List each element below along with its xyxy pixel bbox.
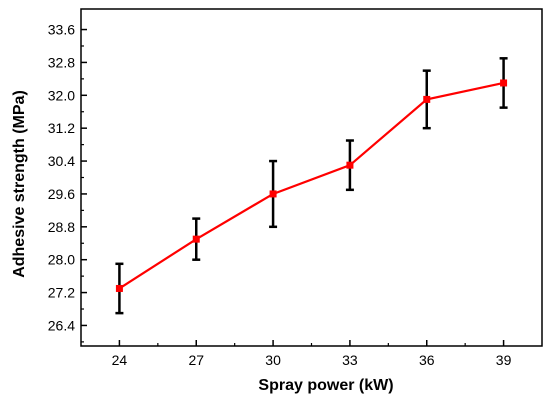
x-tick-label: 24 (112, 352, 128, 368)
y-tick-label: 33.6 (48, 22, 75, 38)
x-tick-label: 30 (265, 352, 281, 368)
data-point (192, 235, 200, 243)
plot-frame (80, 8, 543, 347)
y-tick-label: 28.8 (48, 219, 75, 235)
data-point (346, 161, 354, 169)
x-tick-label: 27 (188, 352, 204, 368)
data-point (500, 79, 508, 87)
y-tick-label: 32.0 (48, 87, 75, 103)
data-point (269, 190, 277, 198)
y-tick-label: 30.4 (48, 153, 75, 169)
series-group (115, 57, 508, 315)
y-tick-label: 29.6 (48, 186, 75, 202)
y-tick-label: 27.2 (48, 285, 75, 301)
data-point (115, 284, 123, 292)
y-tick-label: 28.0 (48, 252, 75, 268)
series-line (118, 81, 504, 290)
y-tick-label: 32.8 (48, 54, 75, 70)
y-tick-label: 26.4 (48, 317, 75, 333)
data-point (423, 95, 431, 103)
y-tick-label: 31.2 (48, 120, 75, 136)
x-axis-ticks: 24 27 30 33 36 39 (112, 340, 512, 368)
x-tick-label: 33 (342, 352, 358, 368)
x-tick-label: 39 (496, 352, 512, 368)
x-tick-label: 36 (419, 352, 435, 368)
y-axis-title: Adhesive strength (MPa) (11, 90, 28, 278)
y-axis-ticks: 26.4 27.2 28.0 28.8 29.6 30.4 31.2 32.0 32.8 33.6 (48, 22, 87, 343)
x-axis-title: Spray power (kW) (258, 377, 393, 394)
